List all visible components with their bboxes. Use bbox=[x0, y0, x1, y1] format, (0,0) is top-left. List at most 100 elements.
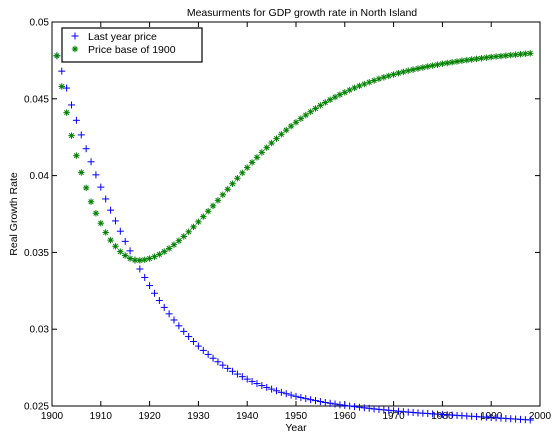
data-point bbox=[400, 68, 407, 76]
data-point bbox=[141, 256, 148, 263]
data-point bbox=[195, 218, 202, 226]
data-point bbox=[439, 60, 446, 67]
data-point bbox=[444, 59, 451, 67]
data-point bbox=[209, 354, 217, 362]
data-point bbox=[312, 397, 320, 405]
data-point bbox=[204, 208, 212, 215]
data-point bbox=[126, 247, 134, 255]
data-point bbox=[268, 385, 276, 393]
data-point bbox=[170, 316, 178, 324]
data-point bbox=[68, 101, 76, 109]
data-point bbox=[365, 404, 373, 412]
data-point bbox=[219, 361, 227, 369]
legend-label-price-base-of-1900: Price base of 1900 bbox=[88, 44, 176, 56]
data-point bbox=[58, 83, 65, 90]
series-price-base-of-1900 bbox=[53, 50, 534, 264]
data-point bbox=[351, 84, 358, 92]
data-point bbox=[233, 370, 241, 378]
data-point bbox=[263, 383, 271, 391]
data-point bbox=[370, 77, 378, 84]
data-point bbox=[282, 390, 290, 398]
data-point bbox=[234, 175, 241, 182]
data-point bbox=[429, 62, 436, 69]
data-point bbox=[326, 399, 334, 407]
data-point bbox=[409, 66, 417, 73]
data-point bbox=[268, 139, 275, 147]
chart-title: Measurments for GDP growth rate in North… bbox=[187, 7, 417, 19]
x-tick-label: 1950 bbox=[285, 411, 308, 422]
data-point bbox=[190, 337, 198, 345]
data-point bbox=[214, 197, 222, 204]
data-point bbox=[102, 195, 110, 203]
data-point bbox=[170, 241, 178, 248]
legend-marker-last-year-price bbox=[71, 32, 79, 40]
data-point bbox=[297, 115, 305, 122]
data-point bbox=[297, 394, 305, 402]
data-point bbox=[316, 398, 324, 406]
x-tick-label: 1940 bbox=[236, 411, 259, 422]
data-point bbox=[63, 109, 70, 116]
data-point bbox=[346, 86, 353, 94]
x-tick-label: 1910 bbox=[90, 411, 113, 422]
series-last-year-price bbox=[53, 52, 534, 424]
data-point bbox=[165, 245, 173, 252]
data-point bbox=[356, 82, 363, 90]
data-point bbox=[453, 58, 461, 65]
data-point bbox=[239, 169, 246, 177]
data-point bbox=[434, 61, 441, 68]
data-point bbox=[72, 116, 80, 124]
y-tick-label: 0.03 bbox=[30, 325, 50, 336]
legend: Last year price Price base of 1900 bbox=[61, 27, 203, 63]
data-point bbox=[522, 50, 529, 57]
data-point bbox=[278, 131, 285, 138]
data-point bbox=[185, 228, 192, 236]
data-point bbox=[366, 79, 373, 86]
data-point bbox=[492, 53, 500, 60]
data-point bbox=[126, 255, 134, 262]
x-tick-label: 2000 bbox=[529, 411, 552, 422]
data-point bbox=[395, 69, 402, 77]
data-point bbox=[351, 403, 359, 411]
data-point bbox=[121, 237, 129, 245]
x-axis-label: Year bbox=[285, 422, 307, 434]
data-point bbox=[87, 198, 95, 205]
data-point bbox=[116, 227, 124, 235]
data-point bbox=[283, 126, 290, 134]
data-point bbox=[82, 145, 90, 153]
data-point bbox=[146, 255, 153, 262]
data-point bbox=[527, 50, 534, 57]
legend-marker-glyph bbox=[71, 45, 79, 53]
y-tick-label: 0.04 bbox=[30, 171, 50, 182]
data-point bbox=[385, 72, 392, 80]
data-point bbox=[194, 342, 202, 350]
data-point bbox=[131, 256, 139, 264]
data-point bbox=[380, 74, 388, 81]
data-point bbox=[243, 375, 251, 383]
data-point bbox=[419, 64, 427, 71]
data-point bbox=[199, 346, 207, 354]
data-point bbox=[77, 131, 85, 139]
data-point bbox=[253, 380, 261, 388]
data-point bbox=[151, 253, 158, 260]
data-point bbox=[92, 210, 100, 217]
data-point bbox=[361, 80, 368, 88]
data-point bbox=[292, 392, 300, 400]
data-point bbox=[263, 144, 270, 151]
data-point bbox=[273, 135, 280, 142]
data-point bbox=[155, 296, 163, 304]
data-point bbox=[224, 364, 232, 372]
y-tick-label: 0.025 bbox=[24, 402, 49, 413]
data-point bbox=[517, 51, 524, 58]
data-point bbox=[82, 184, 90, 192]
data-point bbox=[292, 119, 300, 126]
data-point bbox=[258, 149, 266, 156]
data-point bbox=[322, 99, 329, 106]
data-point bbox=[219, 191, 226, 198]
x-tick-label: 1920 bbox=[138, 411, 161, 422]
data-point bbox=[346, 402, 354, 410]
data-point bbox=[302, 395, 310, 403]
legend-marker-glyph bbox=[71, 32, 79, 40]
data-point bbox=[214, 358, 222, 366]
data-point bbox=[341, 89, 348, 96]
data-point bbox=[141, 273, 149, 281]
